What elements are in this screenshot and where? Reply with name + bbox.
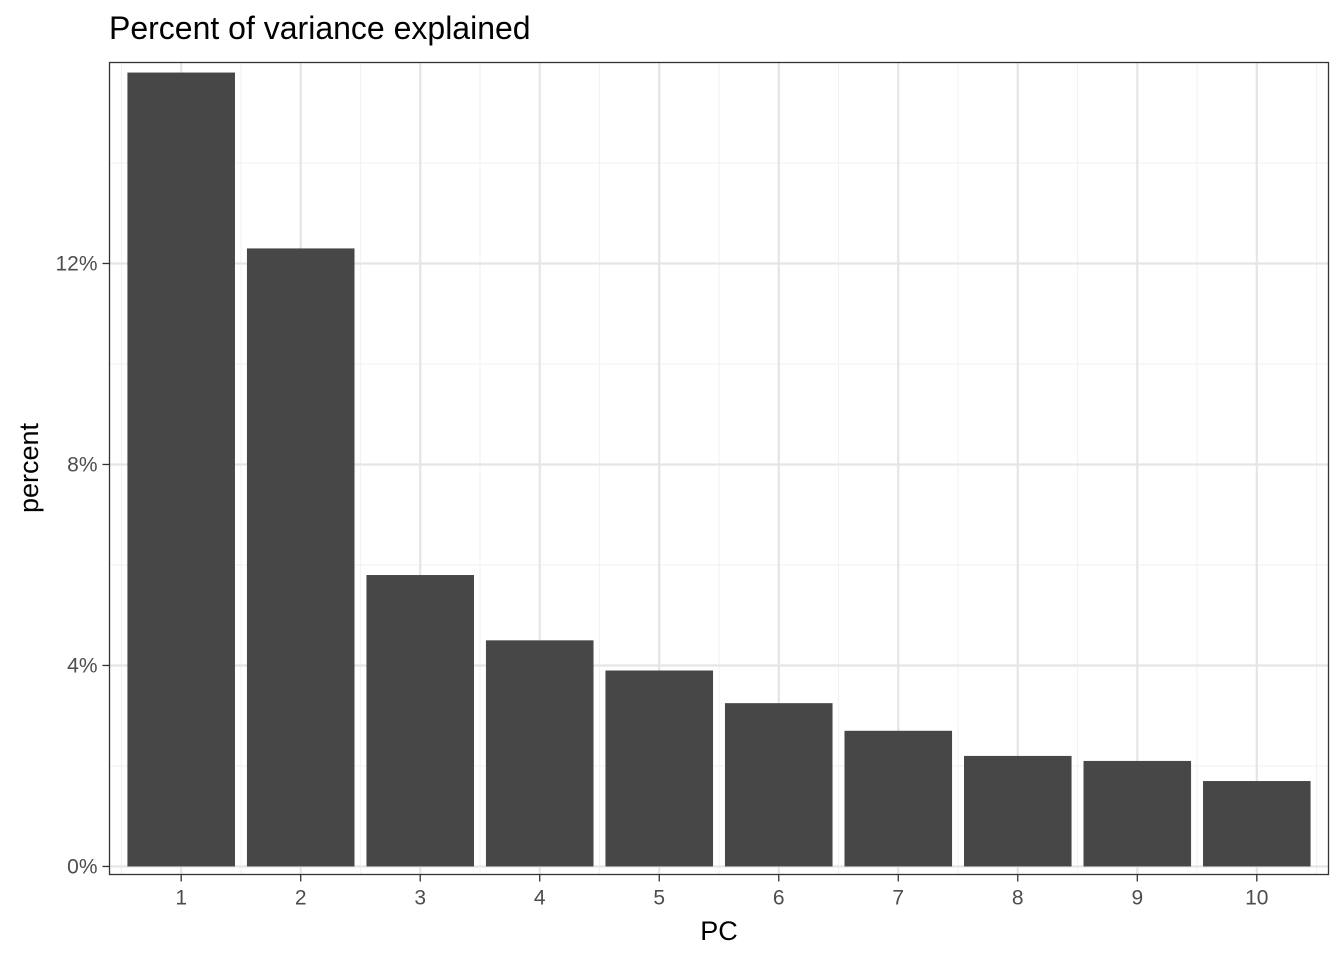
x-axis-title: PC bbox=[700, 916, 738, 946]
x-tick-label: 6 bbox=[773, 887, 785, 910]
bar-pc-2 bbox=[246, 248, 355, 867]
x-tick-label: 9 bbox=[1131, 887, 1143, 910]
axes: 0% 4% 8% 12% 1 2 3 4 5 6 7 8 9 10 bbox=[55, 252, 1268, 909]
x-tick-label: 7 bbox=[892, 887, 904, 910]
chart-title: Percent of variance explained bbox=[109, 10, 531, 46]
panel-border bbox=[108, 61, 1330, 876]
bar-pc-8 bbox=[963, 755, 1072, 867]
bars bbox=[127, 72, 1311, 867]
x-tick-label: 3 bbox=[414, 887, 426, 910]
y-tick-label: 0% bbox=[67, 855, 97, 878]
bar-pc-1 bbox=[127, 72, 235, 867]
bar-pc-3 bbox=[366, 575, 475, 867]
y-tick-label: 4% bbox=[67, 654, 97, 677]
y-axis-title: percent bbox=[14, 422, 44, 513]
x-tick-label: 10 bbox=[1245, 887, 1268, 910]
bar-pc-6 bbox=[724, 703, 833, 867]
y-tick-label: 8% bbox=[67, 453, 97, 476]
y-tick-label: 12% bbox=[55, 252, 97, 275]
x-tick-label: 1 bbox=[175, 887, 187, 910]
x-tick-label: 2 bbox=[295, 887, 307, 910]
x-tick-label: 4 bbox=[534, 887, 546, 910]
x-tick-label: 5 bbox=[653, 887, 665, 910]
bar-pc-10 bbox=[1203, 781, 1311, 867]
x-tick-label: 8 bbox=[1012, 887, 1024, 910]
bar-pc-5 bbox=[605, 670, 714, 867]
bar-pc-4 bbox=[485, 640, 594, 867]
bar-pc-7 bbox=[844, 730, 953, 867]
bar-pc-9 bbox=[1083, 760, 1192, 867]
